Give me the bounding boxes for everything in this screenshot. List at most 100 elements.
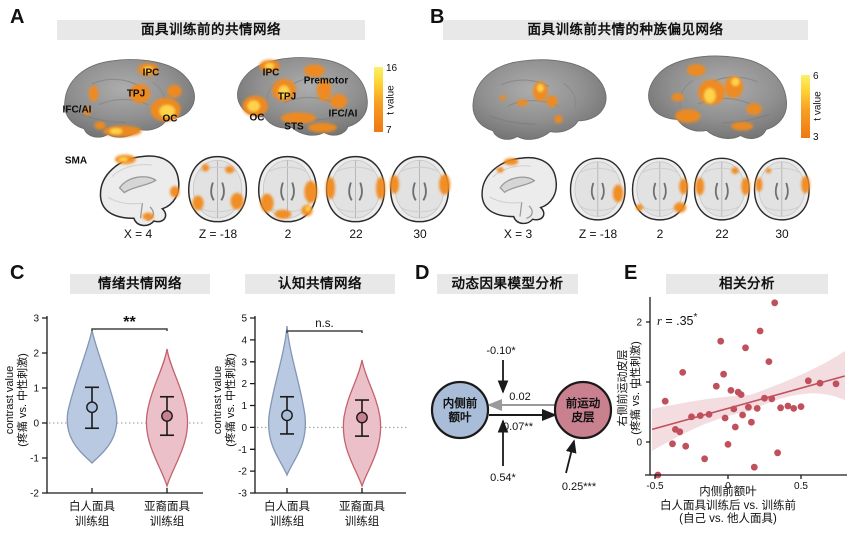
confidence-band [652, 351, 845, 451]
node-mpfc [430, 380, 490, 440]
axial-slice [389, 155, 451, 223]
node-premotor [553, 380, 613, 440]
y-tick: 3 [241, 357, 247, 368]
node-mpfc-label-line1: 内侧前 [443, 396, 478, 410]
violin-stats [85, 386, 174, 437]
violin-cognitive-title: 认知共情网络 [245, 274, 395, 294]
scatter-points [654, 299, 840, 479]
scatter-plot: 0 1 2 -0.5 0 0.5 [636, 297, 847, 492]
region-label: IPC [262, 67, 280, 79]
violin-plot-emotional: ** 3 2 1 0 -1 -2 [30, 314, 205, 500]
group-label-asian-mask: 亚裔面具 训练组 [339, 501, 385, 528]
x-tick: 0 [725, 481, 731, 492]
x-tick: -0.5 [646, 481, 664, 492]
group-label-white-mask: 白人面具 训练组 [264, 501, 310, 528]
slice-label: 22 [349, 227, 363, 241]
y-tick: 2 [33, 349, 39, 360]
panel-d-label: D [415, 262, 430, 284]
edge-value-top-modulation: -0.10* [486, 345, 516, 357]
y-tick: 1 [636, 378, 642, 389]
group-label-white-mask: 白人面具 训练组 [69, 501, 115, 528]
panel-a-label: A [10, 6, 25, 28]
colorbar-b [801, 75, 810, 138]
y-tick: 0 [636, 438, 642, 449]
region-label: IFC/AI [328, 108, 358, 120]
y-tick: -1 [238, 445, 247, 456]
slice-label: 2 [656, 227, 664, 241]
region-label: STS [284, 121, 304, 133]
region-label: TPJ [277, 91, 297, 103]
y-axis-label-line1: contrast value [3, 365, 16, 435]
dcm-diagram: 内侧前 额叶 前运动 皮层 -0.10* 0.02 0.07** 0.54* 0… [430, 345, 613, 493]
regression-line [651, 375, 846, 431]
significance-marker: ** [123, 314, 136, 331]
panel-a-lateral-brains [64, 56, 368, 138]
colorbar-b-label: t value [812, 91, 824, 121]
colorbar-b-max: 6 [813, 71, 819, 82]
slice-label: 30 [413, 227, 427, 241]
edge-value-backward: 0.02 [509, 391, 530, 403]
brain-lateral-right [647, 55, 788, 140]
colorbar-b-min: 3 [813, 132, 819, 143]
group-label-asian-mask: 亚裔面具 训练组 [144, 501, 190, 528]
panel-b-slices [481, 156, 810, 225]
significance-marker: n.s. [315, 318, 334, 330]
region-label: IPC [142, 67, 160, 79]
slice-label: Z = -18 [198, 227, 238, 241]
region-label: TPJ [126, 88, 146, 100]
axial-slice [257, 155, 318, 223]
axial-slice [569, 157, 626, 221]
region-label: IFC/AI [62, 104, 92, 116]
y-tick: 1 [33, 384, 39, 395]
y-tick: 5 [241, 314, 247, 325]
region-label: Premotor [303, 75, 349, 87]
violin-plot-cognitive: n.s. 5 4 3 2 1 0 -1 -2 -3 [238, 314, 408, 500]
colorbar-a [374, 67, 383, 132]
activation-blobs [242, 59, 348, 133]
edge-value-bottom-modulation: 0.54* [490, 472, 516, 484]
y-axis-label-line2: (疼痛 vs. 中性刺激) [17, 353, 29, 447]
y-axis-label: contrast value (疼痛 vs. 中性刺激) [211, 353, 237, 447]
y-tick: 1 [241, 401, 247, 412]
region-label-sma: SMA [64, 155, 88, 167]
y-tick: 0 [33, 419, 39, 430]
axial-slice [187, 155, 248, 223]
sagittal-slice [481, 156, 558, 225]
panel-b-label: B [430, 6, 445, 28]
y-tick: -3 [238, 489, 247, 500]
y-tick: -1 [30, 454, 39, 465]
dcm-title: 动态因果模型分析 [437, 274, 578, 294]
y-tick: -2 [30, 489, 39, 500]
node-premotor-label-line2: 皮层 [571, 410, 595, 424]
brain-lateral-left [64, 58, 196, 138]
y-tick: -2 [238, 467, 247, 478]
sagittal-slice [99, 154, 180, 227]
y-tick: 2 [636, 318, 642, 329]
colorbar-a-min: 7 [386, 125, 392, 136]
colorbar-a-label: t value [385, 85, 397, 115]
violin-emotional-title: 情绪共情网络 [70, 274, 210, 294]
panel-a-slices [99, 154, 451, 227]
region-label: OC [249, 112, 265, 124]
slice-label: 22 [715, 227, 729, 241]
slice-label: X = 4 [123, 227, 153, 241]
axial-slice [631, 157, 688, 221]
slice-label: 2 [284, 227, 292, 241]
y-tick: 4 [241, 335, 247, 346]
region-label: OC [162, 113, 178, 125]
panel-b-title: 面具训练前共情的种族偏见网络 [443, 20, 808, 40]
slice-label: X = 3 [503, 227, 533, 241]
panel-a-title: 面具训练前的共情网络 [57, 20, 365, 40]
y-axis-label: 右侧前运动皮层 (疼痛 vs. 中性刺激) [616, 341, 642, 435]
violin-stats [280, 395, 369, 437]
colorbar-a-max: 16 [386, 63, 398, 74]
activation-blobs [83, 63, 182, 137]
panel-c-label: C [10, 262, 25, 284]
node-premotor-label-line1: 前运动 [566, 396, 601, 410]
axial-slice [693, 157, 750, 221]
panel-b-lateral-brains [472, 55, 788, 140]
x-axis-label: 内侧前额叶 白人面具训练后 vs. 训练前 (自己 vs. 他人面具) [659, 486, 797, 525]
panel-e-label: E [624, 262, 638, 284]
axial-slice [325, 155, 386, 223]
